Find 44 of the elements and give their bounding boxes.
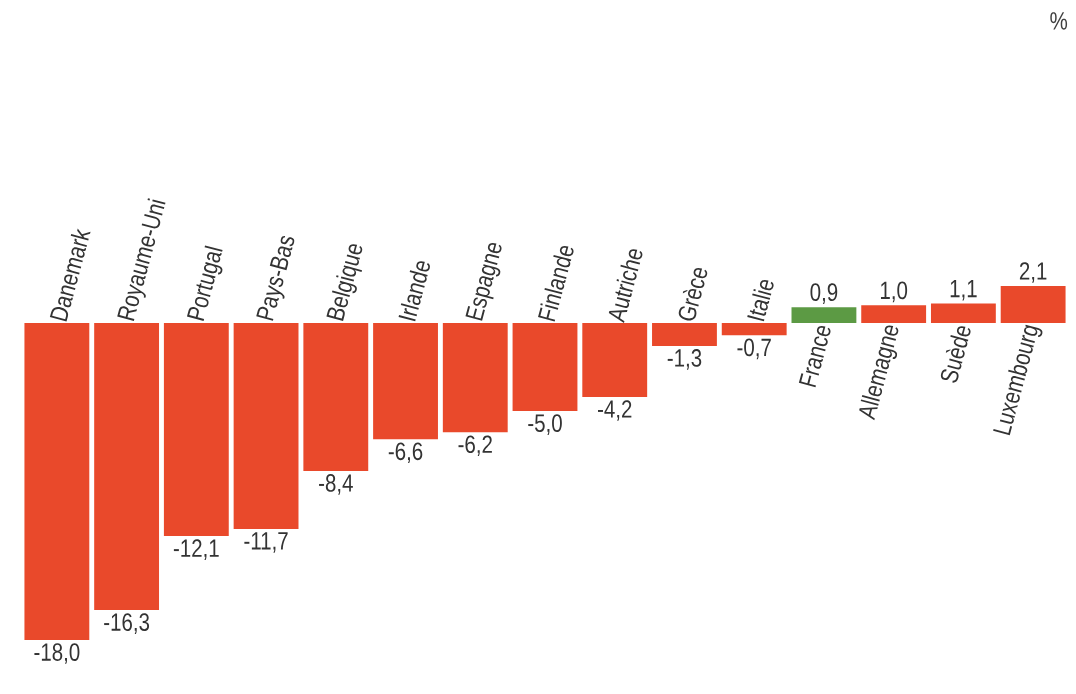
bar xyxy=(582,322,648,397)
data-label: -8,4 xyxy=(319,474,353,495)
bar xyxy=(303,322,369,471)
data-label: -5,0 xyxy=(528,414,562,435)
x-tick-label: Pays-Bas xyxy=(256,235,295,321)
data-label: 2,1 xyxy=(1019,262,1047,283)
bar xyxy=(1000,286,1066,323)
bar xyxy=(652,322,717,346)
x-tick-label: Italie xyxy=(747,280,774,322)
bar xyxy=(24,322,90,640)
x-tick-label: Grèce xyxy=(678,267,708,321)
data-label: -11,7 xyxy=(244,532,288,553)
x-tick-label: France xyxy=(798,326,831,388)
x-tick-label: Portugal xyxy=(186,245,223,321)
bar xyxy=(512,322,578,412)
bar xyxy=(861,305,927,323)
data-label: -18,0 xyxy=(34,643,80,664)
data-label: -0,7 xyxy=(737,338,771,360)
bar xyxy=(373,322,438,440)
bar xyxy=(930,303,996,323)
bar xyxy=(791,307,857,323)
bar xyxy=(721,322,787,336)
x-tick-label: Irlande xyxy=(398,261,430,322)
x-tick-label: Belgique xyxy=(326,244,363,321)
data-label: 0,9 xyxy=(810,283,838,304)
bar xyxy=(94,322,160,611)
bar xyxy=(442,322,508,433)
x-tick-label: Danemark xyxy=(49,228,91,322)
x-tick-label: Autriche xyxy=(608,249,643,324)
data-label: -16,3 xyxy=(104,613,150,634)
data-label: -6,2 xyxy=(458,435,492,457)
x-tick-label: Finlande xyxy=(538,245,574,322)
data-label: 1,1 xyxy=(950,280,977,301)
bar xyxy=(233,322,299,530)
data-label: -1,3 xyxy=(667,349,702,370)
data-label: 1,0 xyxy=(880,281,908,303)
x-tick-label: Espagne xyxy=(465,242,502,321)
data-label: -4,2 xyxy=(597,400,632,421)
data-label: -6,6 xyxy=(388,442,423,464)
text: % xyxy=(1050,12,1068,30)
x-tick-label: Allemagne xyxy=(859,325,899,421)
data-label: -12,1 xyxy=(173,539,219,560)
x-tick-label: Suède xyxy=(940,326,971,383)
bar xyxy=(163,322,229,537)
